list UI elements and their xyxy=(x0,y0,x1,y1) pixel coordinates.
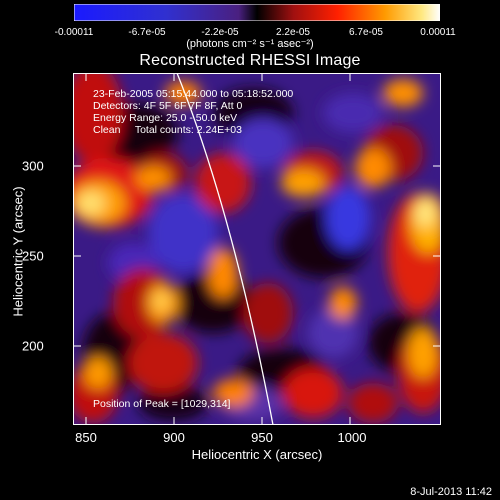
colorbar-tick: -6.7e-05 xyxy=(128,27,166,38)
energy-range-text: Energy Range: 25.0 - 50.0 keV xyxy=(93,112,238,124)
detectors-text: Detectors: 4F 5F 6F 7F 8F, Att 0 xyxy=(93,100,243,112)
x-tick-label: 850 xyxy=(75,430,97,445)
colorbar-tick: -2.2e-05 xyxy=(201,27,239,38)
method-counts-text: Clean Total counts: 2.24E+03 xyxy=(93,124,242,136)
y-tick-label: 250 xyxy=(22,248,44,264)
colorbar xyxy=(74,4,440,21)
x-tick-label: 950 xyxy=(251,430,273,445)
colorbar-tick: 6.7e-05 xyxy=(349,27,383,38)
x-axis-label: Heliocentric X (arcsec) xyxy=(191,447,323,462)
colorbar-tick: -0.00011 xyxy=(54,27,94,38)
colorbar-tick: 0.00011 xyxy=(420,27,456,38)
y-tick-label: 200 xyxy=(22,338,44,354)
rhessi-image xyxy=(73,73,441,425)
timestamp-footer: 8-Jul-2013 11:42 xyxy=(410,486,492,498)
peak-position-text: Position of Peak = [1029,314] xyxy=(93,398,231,410)
x-tick-label: 1000 xyxy=(337,430,367,445)
y-tick-label: 300 xyxy=(22,158,44,174)
image-title: Reconstructed RHESSI Image xyxy=(139,52,361,69)
colorbar-units: (photons cm⁻² s⁻¹ asec⁻²) xyxy=(186,38,314,50)
colorbar-tick: 2.2e-05 xyxy=(276,27,310,38)
time-range-text: 23-Feb-2005 05:15:44.000 to 05:18:52.000 xyxy=(93,88,294,100)
y-axis-label: Heliocentric Y (arcsec) xyxy=(10,186,26,317)
x-tick-label: 900 xyxy=(163,430,185,445)
